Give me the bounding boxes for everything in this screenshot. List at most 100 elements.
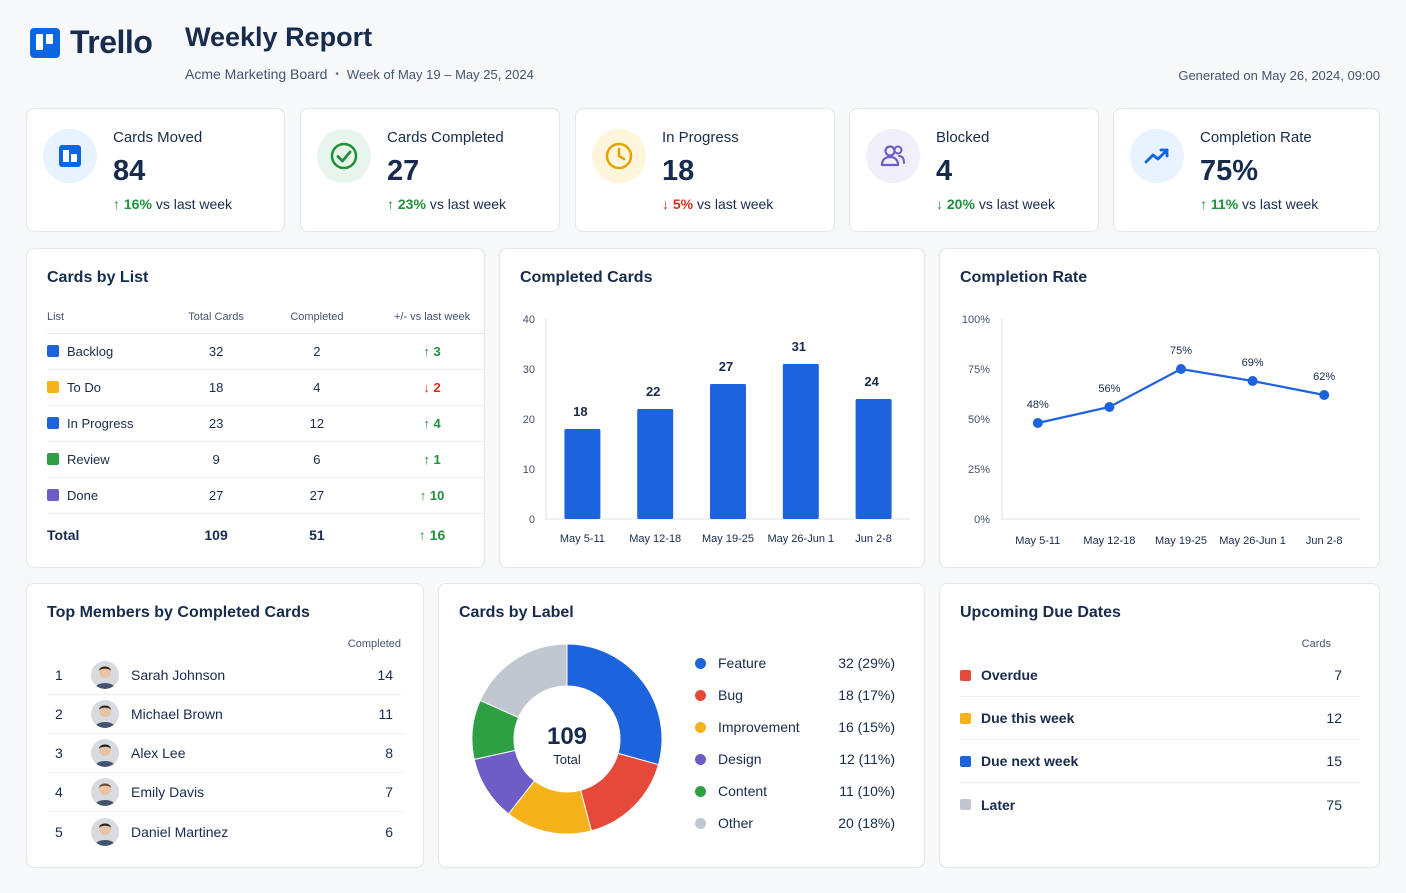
due-color-swatch xyxy=(960,755,971,767)
kpi-delta-suffix: vs last week xyxy=(429,196,507,212)
table-row[interactable]: Done 27 27 ↑ 10 xyxy=(47,477,485,514)
table-row[interactable]: Backlog 32 2 ↑ 3 xyxy=(47,333,485,370)
member-row[interactable]: 3 Alex Lee 8 xyxy=(47,734,403,773)
due-row[interactable]: Due next week 15 xyxy=(960,740,1360,783)
legend-dot xyxy=(695,721,706,733)
donut-center-value: 109 xyxy=(547,723,587,750)
member-row[interactable]: 1 Sarah Johnson 14 xyxy=(47,656,403,695)
data-point[interactable] xyxy=(1176,364,1186,374)
member-rank: 2 xyxy=(55,706,63,722)
donut-slice[interactable] xyxy=(479,643,568,719)
table-row[interactable]: Review 9 6 ↑ 1 xyxy=(47,441,485,478)
avatar xyxy=(91,778,119,806)
legend-item[interactable]: Design 12 (11%) xyxy=(695,749,895,769)
trello-logo-icon xyxy=(30,27,60,58)
bar-value-label: 31 xyxy=(792,339,806,354)
due-dates-panel: Upcoming Due Dates Cards Overdue 7 Due thi… xyxy=(939,583,1380,868)
member-row[interactable]: 4 Emily Davis 7 xyxy=(47,773,403,812)
delta-cell: ↑ 4 xyxy=(379,405,485,442)
donut-slice[interactable] xyxy=(579,752,660,832)
data-point[interactable] xyxy=(1032,418,1043,428)
legend-item[interactable]: Feature 32 (29%) xyxy=(695,653,895,673)
bar[interactable] xyxy=(710,384,746,519)
member-name: Michael Brown xyxy=(131,706,223,722)
table-row[interactable]: In Progress 23 12 ↑ 4 xyxy=(47,405,485,442)
legend-item[interactable]: Improvement 16 (15%) xyxy=(695,717,895,737)
completed-cell: 27 xyxy=(254,477,380,514)
kpi-blocked: Blocked 4 ↓ 20% vs last week xyxy=(849,108,1099,232)
member-row[interactable]: 5 Daniel Martinez 6 xyxy=(47,812,403,851)
total-cards-cell: 23 xyxy=(177,405,255,442)
legend-dot xyxy=(695,753,706,765)
list-color-swatch xyxy=(47,416,59,429)
completed-cards-chart: 0 10 20 30 40 18 May 5-11 22 May 12-18 27 May 19-2… xyxy=(523,314,910,545)
donut-slice[interactable] xyxy=(566,643,663,766)
kpi-delta-pct: 20% xyxy=(946,196,975,212)
list-name: Backlog xyxy=(67,343,114,359)
due-label: Later xyxy=(981,796,1016,813)
arrow-up-icon: ↑ xyxy=(423,343,430,359)
bar[interactable] xyxy=(855,399,892,519)
due-label: Due next week xyxy=(981,753,1079,769)
delta-value: 4 xyxy=(433,415,441,431)
legend-label: Improvement xyxy=(718,719,800,735)
member-name: Emily Davis xyxy=(131,784,205,800)
list-name: To Do xyxy=(67,379,101,395)
member-rank: 3 xyxy=(55,745,63,761)
bar[interactable] xyxy=(564,429,601,519)
completion-rate-panel: Completion Rate 0% 25% 50% 75% 100% 48% May 5-… xyxy=(939,248,1380,568)
kpi-label: Cards Completed xyxy=(387,129,504,146)
member-row[interactable]: 2 Michael Brown 11 xyxy=(47,695,403,734)
due-row[interactable]: Later 75 xyxy=(960,783,1360,826)
bar[interactable] xyxy=(782,364,819,519)
panel-title: Upcoming Due Dates xyxy=(960,604,1121,621)
member-count: 6 xyxy=(385,823,393,840)
legend-item[interactable]: Other 20 (18%) xyxy=(695,813,895,833)
kpi-value: 4 xyxy=(936,155,953,187)
kpi-delta: ↓ 20% vs last week xyxy=(936,196,1055,212)
legend-item[interactable]: Content 11 (10%) xyxy=(695,781,895,801)
data-point[interactable] xyxy=(1104,402,1115,412)
trello-logo[interactable]: Trello xyxy=(30,24,153,61)
due-color-swatch xyxy=(960,712,971,724)
kpi-cards-completed: Cards Completed 27 ↑ 23% vs last week xyxy=(300,108,560,232)
arrow-down-icon: ↓ xyxy=(662,196,669,212)
panel-title: Completed Cards xyxy=(520,269,653,286)
member-rank: 4 xyxy=(55,784,63,800)
delta-cell: ↑ 3 xyxy=(379,333,485,370)
data-point[interactable] xyxy=(1247,376,1258,386)
cards-by-label-chart: 109 Total xyxy=(471,643,663,835)
panel-title: Cards by Label xyxy=(459,604,574,621)
x-tick-label: May 26-Jun 1 xyxy=(1219,535,1286,547)
column-header: Completed xyxy=(347,638,401,650)
legend-dot xyxy=(695,689,706,701)
legend-label: Feature xyxy=(718,655,767,671)
completed-cell: 4 xyxy=(254,369,380,406)
kpi-cards-moved: Cards Moved 84 ↑ 16% vs last week xyxy=(26,108,285,232)
clock-icon xyxy=(592,129,646,183)
arrow-up-icon: ↑ xyxy=(418,527,426,544)
due-row[interactable]: Due this week 12 xyxy=(960,697,1360,740)
delta-cell: ↓ 2 xyxy=(379,369,485,406)
top-members-panel: Top Members by Completed Cards Completed… xyxy=(26,583,424,868)
member-rank: 5 xyxy=(55,823,63,840)
bar[interactable] xyxy=(637,409,674,519)
completed-cell: 12 xyxy=(254,405,380,442)
series-line xyxy=(1037,367,1325,425)
x-tick-label: May 5-11 xyxy=(560,533,605,545)
list-name: Review xyxy=(67,451,110,467)
board-icon xyxy=(43,129,97,183)
table-row[interactable]: To Do 18 4 ↓ 2 xyxy=(47,369,485,406)
data-point[interactable] xyxy=(1319,390,1330,400)
kpi-value: 27 xyxy=(387,155,420,187)
due-color-swatch xyxy=(960,669,971,681)
kpi-delta-suffix: vs last week xyxy=(978,196,1056,212)
member-count: 14 xyxy=(377,667,393,683)
due-row[interactable]: Overdue 7 xyxy=(960,654,1360,697)
legend-item[interactable]: Bug 18 (17%) xyxy=(695,685,895,705)
due-color-swatch xyxy=(960,799,971,810)
delta-value: 3 xyxy=(433,343,441,359)
x-tick-label: May 12-18 xyxy=(629,533,681,545)
completed-cards-panel: Completed Cards 0 10 20 30 40 18 May 5-11 22 May… xyxy=(499,248,925,568)
avatar xyxy=(91,739,119,767)
